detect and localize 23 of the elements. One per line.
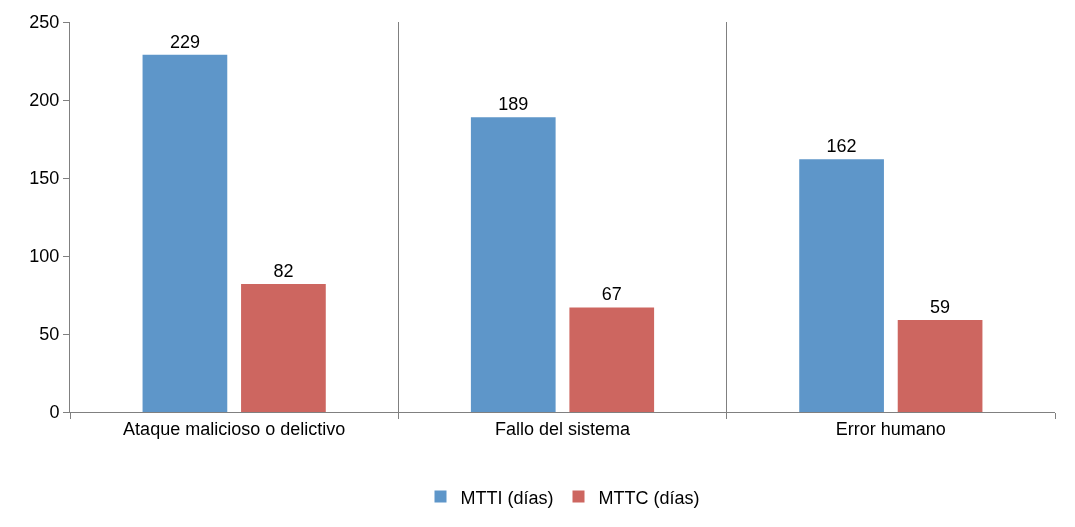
data-label: 229 bbox=[169, 31, 200, 52]
data-label: 82 bbox=[273, 261, 294, 282]
y-tick-label: 100 bbox=[29, 246, 60, 267]
data-label: 189 bbox=[498, 94, 529, 115]
y-tick-label: 50 bbox=[39, 324, 60, 345]
data-label: 59 bbox=[930, 296, 951, 317]
x-tick-label: Ataque malicioso o delictivo bbox=[123, 418, 346, 439]
legend-label: MTTC (días) bbox=[598, 487, 700, 508]
y-tick-label: 250 bbox=[29, 12, 60, 33]
bar bbox=[142, 54, 228, 412]
bar bbox=[470, 117, 556, 412]
data-label: 162 bbox=[826, 136, 857, 157]
bar bbox=[569, 307, 655, 412]
x-tick-label: Fallo del sistema bbox=[494, 418, 632, 439]
y-tick-label: 0 bbox=[49, 402, 60, 423]
bar bbox=[799, 159, 884, 412]
bar bbox=[241, 284, 326, 412]
legend-label: MTTI (días) bbox=[460, 487, 554, 508]
x-tick-label: Error humano bbox=[835, 418, 946, 439]
data-label: 67 bbox=[601, 284, 622, 305]
y-tick-label: 200 bbox=[29, 90, 60, 111]
y-tick-label: 150 bbox=[29, 168, 60, 189]
bar bbox=[897, 319, 983, 412]
